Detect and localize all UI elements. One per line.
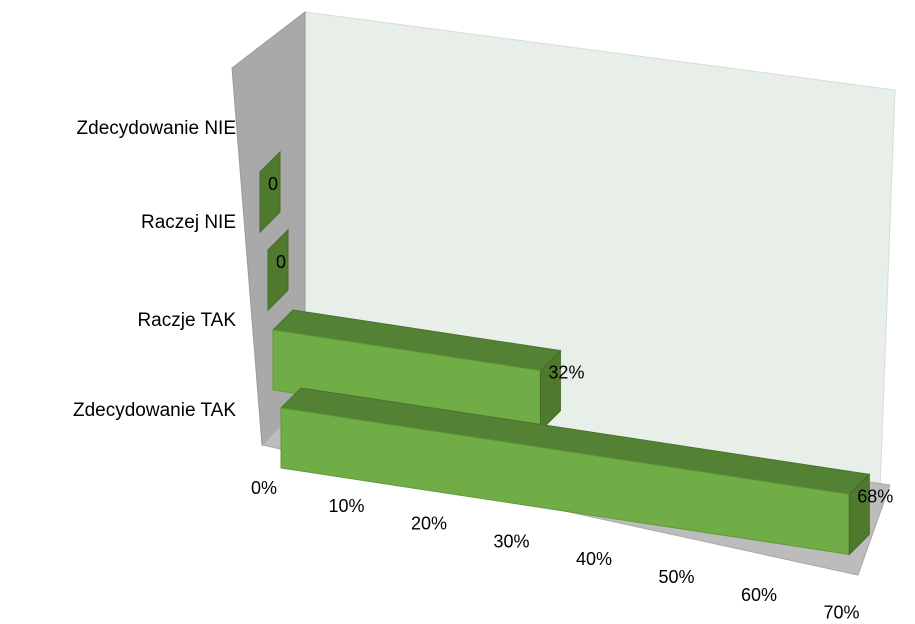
data-label: 32% bbox=[548, 363, 584, 383]
category-label: Zdecydowanie NIE bbox=[77, 118, 236, 139]
data-label: 0 bbox=[268, 174, 278, 194]
bars-layer bbox=[259, 150, 871, 556]
data-labels: 0 0 32% 68% bbox=[268, 174, 893, 506]
x-tick-label: 0% bbox=[251, 478, 277, 498]
bar bbox=[279, 387, 871, 556]
bar bbox=[271, 309, 562, 432]
bar-end-face bbox=[267, 228, 289, 312]
bar-end-face bbox=[259, 150, 281, 234]
x-tick-label: 40% bbox=[576, 549, 612, 569]
x-tick-label: 60% bbox=[741, 585, 777, 605]
x-tick-label: 30% bbox=[493, 531, 529, 551]
category-label: Raczej NIE bbox=[141, 212, 236, 233]
category-label: Zdecydowanie TAK bbox=[73, 400, 236, 421]
x-tick-label: 70% bbox=[823, 603, 859, 623]
bar-end-face bbox=[539, 349, 561, 432]
x-tick-label: 20% bbox=[411, 514, 447, 534]
bar-end-face bbox=[848, 473, 870, 556]
bar bbox=[259, 150, 281, 234]
bar bbox=[267, 228, 289, 312]
x-axis-tick-labels: 0% 10% 20% 30% 40% 50% 60% 70% bbox=[251, 478, 860, 623]
data-label: 68% bbox=[857, 486, 893, 506]
category-label: Raczje TAK bbox=[137, 310, 236, 331]
category-labels: Zdecydowanie TAK Raczje TAK Raczej NIE Zdec… bbox=[73, 118, 236, 421]
x-tick-label: 50% bbox=[658, 567, 694, 587]
x-tick-label: 10% bbox=[328, 496, 364, 516]
data-label: 0 bbox=[276, 252, 286, 272]
